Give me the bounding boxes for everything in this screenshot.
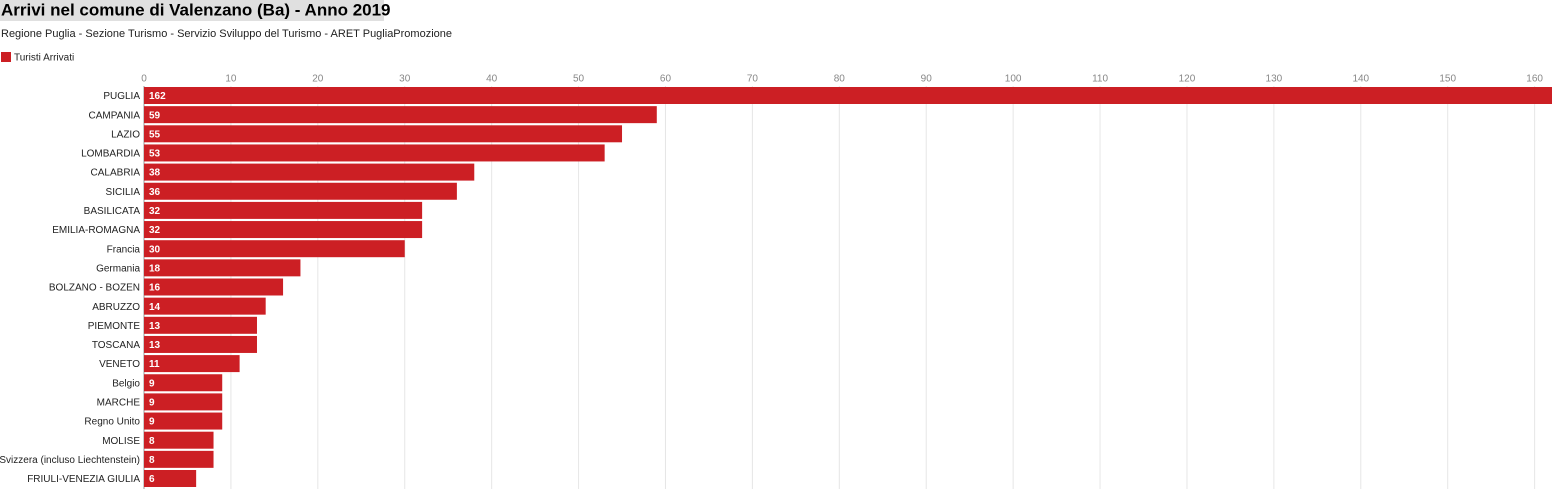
x-tick-label: 60 xyxy=(660,74,672,85)
y-tick-label: CAMPANIA xyxy=(89,110,141,121)
x-tick-label: 0 xyxy=(141,74,147,85)
bar xyxy=(144,450,214,468)
value-label: 8 xyxy=(149,455,155,466)
y-tick-label: Germania xyxy=(96,263,140,274)
y-tick-label: SICILIA xyxy=(106,187,141,198)
x-tick-label: 90 xyxy=(921,74,933,85)
bar xyxy=(144,182,457,200)
y-tick-label: ABRUZZO xyxy=(92,302,140,313)
y-tick-label: PUGLIA xyxy=(103,91,140,102)
bar xyxy=(144,278,284,296)
x-tick-label: 160 xyxy=(1526,74,1543,85)
value-label: 8 xyxy=(149,436,155,447)
bar xyxy=(144,374,223,392)
bar xyxy=(144,431,214,449)
bar xyxy=(144,335,257,353)
value-label: 16 xyxy=(149,283,161,294)
x-tick-label: 20 xyxy=(312,74,324,85)
x-tick-label: 70 xyxy=(747,74,759,85)
x-tick-label: 40 xyxy=(486,74,498,85)
value-label: 32 xyxy=(149,225,161,236)
y-tick-label: MOLISE xyxy=(102,436,140,447)
title-highlight xyxy=(0,0,384,21)
y-tick-label: TOSCANA xyxy=(92,340,140,351)
bar xyxy=(144,201,423,219)
bar xyxy=(144,259,301,277)
y-tick-label: LAZIO xyxy=(111,129,140,140)
bar xyxy=(144,144,605,162)
legend-swatch xyxy=(1,52,11,62)
bar xyxy=(144,297,266,315)
x-tick-label: 150 xyxy=(1439,74,1456,85)
y-tick-label: PIEMONTE xyxy=(88,321,141,332)
y-tick-label: Regno Unito xyxy=(84,417,140,428)
bar xyxy=(144,240,405,258)
y-tick-label: EMILIA-ROMAGNA xyxy=(52,225,140,236)
value-label: 13 xyxy=(149,321,161,332)
value-label: 13 xyxy=(149,340,161,351)
value-label: 6 xyxy=(149,474,155,485)
value-label: 59 xyxy=(149,110,161,121)
value-label: 55 xyxy=(149,129,161,140)
x-tick-label: 110 xyxy=(1092,74,1108,85)
bar xyxy=(144,125,623,143)
x-tick-label: 140 xyxy=(1352,74,1369,85)
legend-label: Turisti Arrivati xyxy=(14,53,74,64)
bar xyxy=(144,355,240,373)
x-tick-label: 80 xyxy=(834,74,846,85)
x-tick-label: 30 xyxy=(399,74,411,85)
value-label: 11 xyxy=(149,359,160,370)
y-tick-label: Svizzera (incluso Liechtenstein) xyxy=(0,455,140,466)
y-tick-label: Francia xyxy=(107,244,141,255)
bar xyxy=(144,221,423,239)
y-tick-label: BOLZANO - BOZEN xyxy=(49,283,140,294)
x-tick-label: 10 xyxy=(225,74,237,85)
bar xyxy=(144,87,1552,104)
chart-title: Arrivi nel comune di Valenzano (Ba) - An… xyxy=(1,0,391,19)
value-label: 9 xyxy=(149,378,155,389)
value-label: 30 xyxy=(149,244,161,255)
y-tick-label: MARCHE xyxy=(97,398,141,409)
y-tick-label: FRIULI-VENEZIA GIULIA xyxy=(27,474,140,485)
value-label: 38 xyxy=(149,168,161,179)
value-label: 53 xyxy=(149,149,161,160)
x-tick-label: 50 xyxy=(573,74,585,85)
value-label: 9 xyxy=(149,417,155,428)
y-tick-label: VENETO xyxy=(99,359,140,370)
value-label: 9 xyxy=(149,398,155,409)
bar xyxy=(144,470,197,487)
bar xyxy=(144,316,257,334)
x-tick-label: 120 xyxy=(1179,74,1196,85)
bar xyxy=(144,106,657,124)
bar xyxy=(144,393,223,411)
value-label: 14 xyxy=(149,302,161,313)
bar xyxy=(144,412,223,430)
y-tick-label: LOMBARDIA xyxy=(81,149,140,160)
value-label: 36 xyxy=(149,187,161,198)
chart-subtitle: Regione Puglia - Sezione Turismo - Servi… xyxy=(1,28,452,40)
value-label: 32 xyxy=(149,206,161,217)
y-tick-label: BASILICATA xyxy=(84,206,141,217)
value-label: 162 xyxy=(149,91,166,102)
value-label: 18 xyxy=(149,263,161,274)
x-tick-label: 130 xyxy=(1266,74,1283,85)
y-tick-label: CALABRIA xyxy=(91,168,141,179)
x-tick-label: 100 xyxy=(1005,74,1022,85)
bar xyxy=(144,163,475,181)
y-tick-label: Belgio xyxy=(112,378,140,389)
